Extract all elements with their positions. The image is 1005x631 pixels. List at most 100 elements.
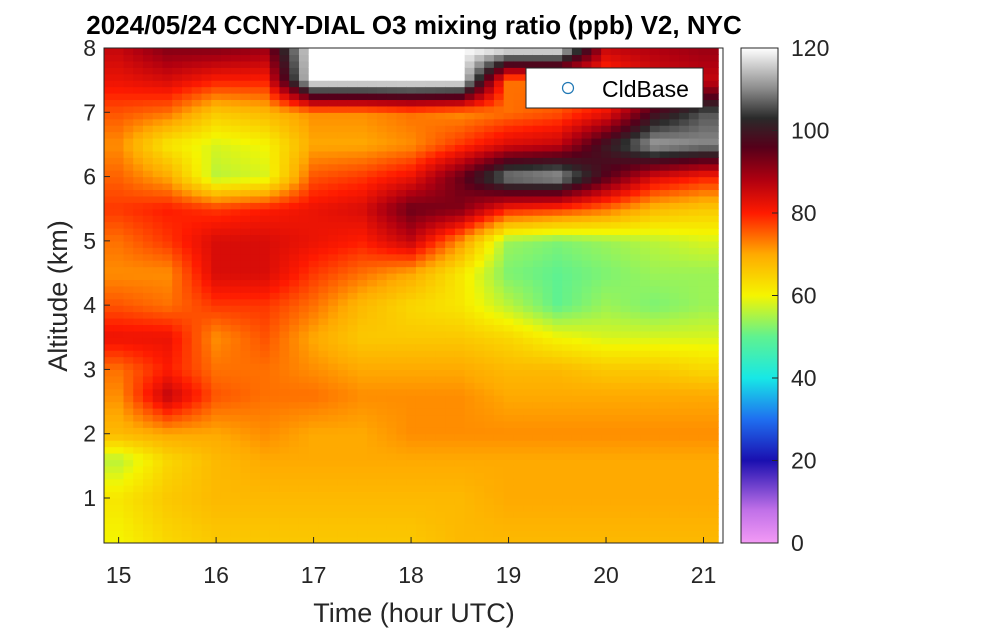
heatmap-cell (415, 337, 427, 345)
heatmap-cell (181, 504, 193, 512)
heatmap-cell (454, 183, 466, 191)
heatmap-cell (454, 67, 466, 75)
heatmap-cell (337, 93, 349, 101)
heatmap-cell (640, 157, 651, 165)
heatmap-cell (318, 99, 329, 107)
heatmap-cell (620, 118, 631, 126)
heatmap-cell (630, 189, 641, 197)
heatmap-cell (464, 401, 476, 409)
heatmap-cell (259, 517, 271, 525)
heatmap-cell (552, 324, 563, 332)
heatmap-cell (162, 247, 173, 255)
heatmap-cell (230, 305, 242, 313)
heatmap-cell (484, 305, 495, 313)
heatmap-cell (396, 93, 407, 101)
colorbar-tick-label: 100 (791, 118, 829, 144)
heatmap-cell (630, 459, 641, 467)
heatmap-cell (581, 60, 592, 68)
heatmap-cell (503, 311, 515, 319)
heatmap-cell (406, 472, 417, 480)
heatmap-cell (406, 388, 417, 396)
heatmap-cell (503, 202, 515, 210)
heatmap-cell (123, 356, 134, 364)
heatmap-cell (620, 279, 631, 287)
heatmap-cell (133, 343, 144, 351)
heatmap-cell (474, 324, 485, 332)
heatmap-cell (591, 189, 602, 197)
heatmap-cell (425, 125, 437, 133)
heatmap-cell (464, 485, 476, 493)
heatmap-cell (230, 144, 242, 152)
heatmap-cell (308, 318, 320, 326)
heatmap-cell (104, 375, 115, 383)
heatmap-cell (376, 472, 388, 480)
heatmap-cell (454, 311, 466, 319)
heatmap-cell (669, 138, 680, 146)
heatmap-cell (445, 125, 456, 133)
heatmap-cell (493, 195, 505, 203)
heatmap-cell (172, 176, 183, 184)
x-tick-label: 17 (301, 562, 327, 588)
heatmap-cell (679, 459, 690, 467)
heatmap-cell (308, 401, 320, 409)
heatmap-cell (532, 330, 544, 338)
heatmap-cell (113, 305, 125, 313)
heatmap-cell (386, 305, 398, 313)
heatmap-cell (367, 504, 378, 512)
heatmap-cell (591, 247, 602, 255)
heatmap-cell (279, 375, 290, 383)
heatmap-cell (396, 163, 407, 171)
heatmap-cell (542, 112, 554, 120)
heatmap-cell (591, 183, 602, 191)
heatmap-cell (649, 292, 661, 300)
heatmap-cell (493, 453, 505, 461)
heatmap-cell (318, 324, 329, 332)
heatmap-cell (308, 279, 320, 287)
heatmap-cell (298, 131, 310, 139)
heatmap-cell (152, 433, 164, 441)
heatmap-cell (142, 318, 154, 326)
heatmap-cell (630, 125, 641, 133)
heatmap-cell (230, 446, 242, 454)
heatmap-cell (279, 112, 290, 120)
heatmap-cell (513, 510, 524, 518)
heatmap-cell (698, 517, 709, 525)
heatmap-cell (464, 440, 476, 448)
heatmap-cell (640, 536, 651, 543)
heatmap-cell (435, 478, 446, 486)
heatmap-cell (347, 330, 359, 338)
heatmap-cell (601, 279, 612, 287)
heatmap-cell (386, 138, 398, 146)
heatmap-cell (220, 414, 232, 422)
heatmap-cell (347, 73, 359, 81)
heatmap-cell (698, 440, 709, 448)
heatmap-cell (523, 60, 534, 68)
heatmap-cell (425, 363, 437, 371)
chart-title: 2024/05/24 CCNY-DIAL O3 mixing ratio (pp… (86, 10, 742, 40)
heatmap-cell (396, 504, 407, 512)
heatmap-cell (630, 221, 641, 229)
heatmap-cell (133, 221, 144, 229)
heatmap-cell (610, 176, 622, 184)
heatmap-cell (376, 228, 388, 236)
heatmap-cell (581, 305, 592, 313)
heatmap-cell (435, 375, 446, 383)
heatmap-cell (679, 536, 690, 543)
heatmap-cell (610, 459, 622, 467)
heatmap-cell (181, 433, 193, 441)
heatmap-cell (386, 350, 398, 358)
heatmap-cell (211, 337, 222, 345)
heatmap-cell (484, 266, 495, 274)
heatmap-cell (220, 266, 232, 274)
heatmap-cell (679, 54, 690, 62)
heatmap-cell (211, 292, 222, 300)
heatmap-cell (532, 472, 544, 480)
heatmap-cell (610, 131, 622, 139)
heatmap-cell (581, 375, 592, 383)
heatmap-cell (211, 266, 222, 274)
heatmap-cell (162, 440, 173, 448)
heatmap-cell (698, 208, 709, 216)
heatmap-cell (386, 414, 398, 422)
heatmap-cell (493, 510, 505, 518)
